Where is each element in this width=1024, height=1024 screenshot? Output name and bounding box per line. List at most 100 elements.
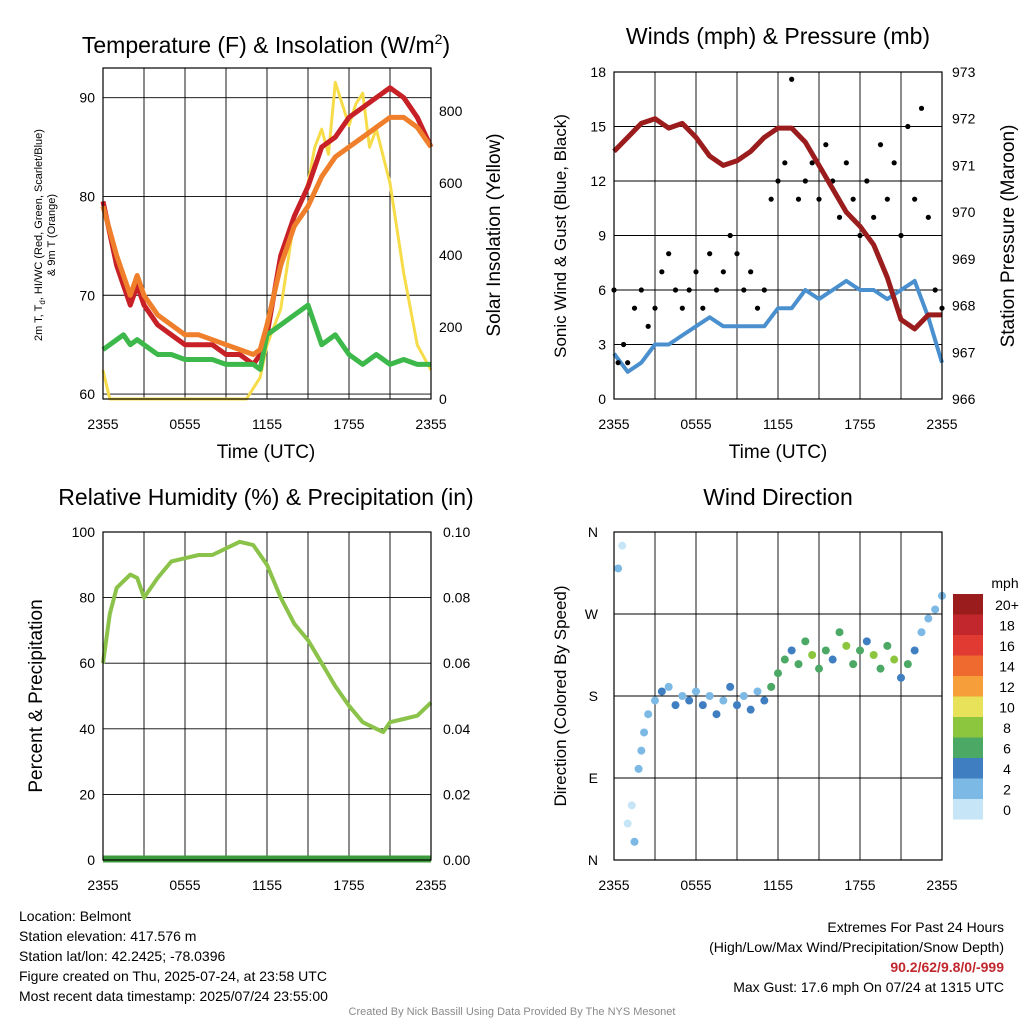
direction-point: [726, 682, 735, 691]
y2-tick-label: 970: [952, 204, 976, 220]
winds-grid: [614, 72, 942, 399]
temperature-title: Temperature (F) & Insolation (W/m2): [82, 31, 450, 58]
y2-tick-label: 973: [952, 64, 976, 80]
colorbar-label: 8: [1003, 720, 1011, 736]
speed-colorbar: mph 20+ 18 16 14 12 10 8 6 4 2 0: [953, 575, 1019, 820]
x-tick-label: 2355: [87, 416, 118, 432]
y-tick-label: W: [585, 606, 599, 622]
gust-point: [686, 287, 692, 293]
x-tick-label: 2355: [87, 877, 118, 893]
direction-point: [630, 837, 639, 846]
gust-point: [768, 196, 774, 202]
extremes-info: Extremes For Past 24 Hours (High/Low/Max…: [709, 917, 1004, 997]
gust-point: [727, 232, 733, 239]
colorbar-label: 6: [1003, 741, 1011, 757]
gust-point: [925, 214, 931, 220]
y2-tick-label: 400: [439, 247, 463, 263]
gust-point: [857, 232, 863, 239]
gust-point: [761, 287, 767, 293]
humidity-grid: [103, 532, 431, 860]
y-tick-label: 80: [79, 590, 95, 606]
x-tick-label: 1155: [252, 877, 282, 893]
direction-point: [623, 819, 632, 828]
direction-point: [931, 605, 940, 614]
gust-point: [700, 305, 706, 311]
y-tick-label: E: [589, 770, 598, 786]
y-tick-label: 15: [590, 119, 606, 135]
x-tick-label: 2355: [598, 416, 629, 432]
y2-tick-label: 0.08: [443, 590, 470, 606]
direction-point: [637, 746, 646, 755]
direction-point: [910, 646, 919, 655]
colorbar-label: 18: [999, 618, 1015, 634]
location-text: Location: Belmont: [19, 908, 132, 924]
direction-point: [842, 641, 851, 650]
temperature-y-axis-label-line2: & 9m T (Orange): [46, 194, 58, 276]
gust-point: [720, 269, 726, 275]
direction-point: [815, 664, 823, 673]
winds-title: Winds (mph) & Pressure (mb): [626, 23, 930, 49]
direction-point: [719, 696, 728, 705]
direction-point: [821, 646, 830, 655]
gust-point: [620, 341, 627, 348]
y2-tick-label: 971: [952, 157, 976, 173]
gust-point: [802, 178, 808, 184]
direction-point: [644, 710, 653, 719]
gust-point: [891, 160, 897, 166]
gust-point: [672, 287, 679, 293]
y2-tick-label: 969: [952, 251, 976, 267]
x-tick-label: 2355: [926, 877, 957, 893]
gust-point: [659, 269, 665, 275]
humidity-panel: Relative Humidity (%) & Precipitation (i…: [26, 484, 474, 893]
direction-point: [664, 682, 673, 691]
x-tick-label: 1755: [844, 416, 875, 432]
gust-point: [666, 251, 672, 257]
direction-point: [903, 660, 912, 669]
gust-point: [734, 251, 740, 257]
x-tick-label: 1755: [333, 416, 364, 432]
direction-point: [883, 641, 892, 650]
y-tick-label: 0: [87, 852, 95, 868]
y-tick-label: 60: [79, 386, 95, 402]
gust-point: [645, 323, 651, 329]
gust-point: [912, 196, 918, 202]
colorbar-swatch: [953, 737, 983, 758]
sonic-wind-line: [612, 278, 944, 374]
gust-point: [864, 178, 870, 184]
y2-tick-label: 800: [439, 103, 463, 119]
gust-point: [877, 142, 884, 148]
direction-point: [634, 764, 643, 773]
y-tick-label: 12: [590, 173, 606, 189]
y-tick-label: 90: [79, 90, 95, 106]
colorbar-swatch: [953, 635, 983, 656]
direction-point: [890, 655, 899, 664]
temperature-y-axis-label: 2m T, Td, HI/WC (Red, Green, Scarlet/Blu…: [33, 129, 47, 341]
direction-point: [862, 637, 871, 646]
colorbar-label: 20+: [995, 597, 1019, 613]
y2-tick-label: 0: [439, 391, 447, 407]
meteogram-figure: Temperature (F) & Insolation (W/m2) 6070…: [26, 23, 1019, 893]
gust-point: [741, 287, 747, 293]
colorbar-swatch: [953, 696, 983, 717]
y2-tick-label: 0.00: [443, 852, 470, 868]
y2-tick-label: 968: [952, 298, 976, 314]
direction-point: [876, 664, 885, 673]
direction-point: [692, 687, 700, 696]
humidity-title: Relative Humidity (%) & Precipitation (i…: [58, 484, 473, 510]
humidity-ticks: 0 0.00 20 0.02 40 0.04 60 0.06 80 0.08 100 0.10 2355…: [72, 524, 471, 893]
direction-point: [746, 705, 755, 714]
direction-point: [808, 651, 817, 659]
direction-point: [739, 692, 748, 700]
direction-point: [627, 801, 636, 810]
gust-point: [631, 305, 638, 311]
y-tick-label: 3: [598, 337, 606, 353]
extremes-legend: (High/Low/Max Wind/Precipitation/Snow De…: [709, 939, 1004, 955]
direction-grid: [614, 532, 942, 860]
direction-point: [651, 696, 659, 705]
direction-point: [897, 673, 905, 682]
direction-point: [801, 637, 810, 646]
gust-point: [615, 360, 621, 366]
y-tick-label: 40: [79, 721, 95, 737]
direction-point: [760, 696, 769, 705]
